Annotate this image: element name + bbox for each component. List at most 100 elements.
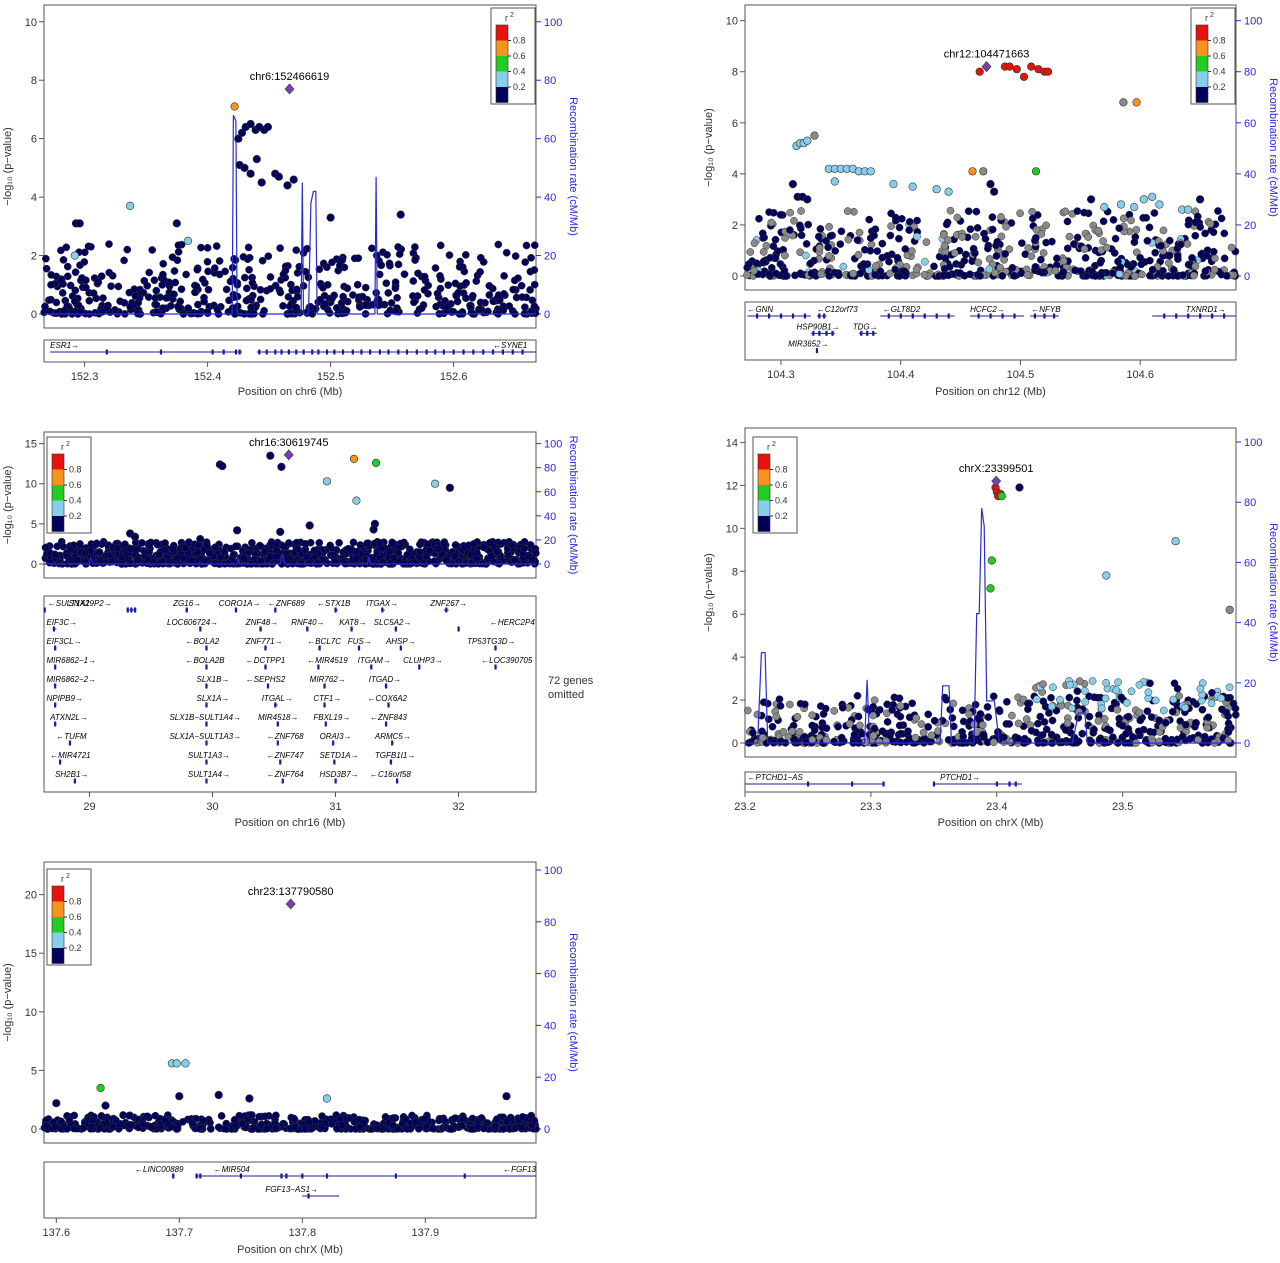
snp-point — [144, 293, 153, 301]
snp-point — [458, 1121, 466, 1130]
gene-label: ←HERC2P4 — [490, 618, 535, 627]
gene-label: ←DCTPP1 — [246, 656, 286, 665]
snp-point — [94, 278, 103, 287]
gene-exon — [384, 683, 388, 689]
ld-legend-swatch — [52, 500, 64, 516]
snp-point — [381, 1113, 390, 1121]
ld-legend-swatch — [758, 469, 770, 485]
snp-point — [1038, 731, 1047, 739]
snp-point — [968, 257, 976, 266]
ld-legend-swatch — [758, 454, 770, 470]
y-tick-label: 8 — [31, 75, 37, 87]
gene-exon — [452, 349, 455, 355]
ld-legend-swatch-frame — [51, 885, 65, 964]
gene-label: FGF13−AS1→ — [265, 1185, 318, 1194]
snp-point — [893, 253, 902, 262]
gene-label: LOC606724→ — [167, 618, 218, 627]
lead-snp-label: chr16:30619745 — [249, 437, 329, 449]
snp-point — [293, 545, 302, 553]
gene-exon — [274, 607, 277, 613]
gene-label: ARMC5→ — [374, 732, 411, 741]
snp-point — [1008, 711, 1016, 720]
x-tick-label: 137.7 — [166, 1227, 194, 1239]
snp-point — [323, 263, 331, 272]
gene-exon — [899, 313, 902, 319]
ld-legend-swatch — [52, 886, 64, 902]
snp-point — [414, 269, 422, 278]
gene-exon — [1223, 313, 1226, 319]
snp-point — [1146, 271, 1154, 280]
snp-point — [266, 284, 275, 293]
snp-point — [408, 1111, 416, 1120]
snp-point — [445, 251, 454, 259]
snp-point — [1136, 253, 1144, 262]
snp-point-red — [1005, 62, 1014, 71]
snp-point — [388, 539, 397, 548]
snp-point — [844, 235, 853, 244]
gene-exon — [205, 683, 208, 689]
snp-point — [435, 1116, 443, 1125]
snp-point — [767, 218, 776, 227]
snp-point — [257, 1121, 266, 1130]
gene-exon — [307, 1193, 310, 1199]
snp-point — [944, 271, 953, 280]
gene-label: ORAI3→ — [320, 732, 352, 741]
ld-legend-swatch-frame — [51, 453, 65, 532]
gene-exon — [368, 349, 372, 355]
y2-tick-label: 80 — [544, 463, 556, 475]
snp-point — [97, 272, 106, 281]
gene-exon — [325, 349, 329, 355]
snp-point — [871, 271, 880, 279]
snp-point — [181, 544, 190, 552]
ld-legend: r 2 0.8 0.6 0.4 0.2 — [752, 436, 798, 534]
x-tick-label: 30 — [206, 801, 218, 813]
snp-point — [825, 252, 833, 260]
gene-exon — [43, 607, 46, 613]
gene-exon — [259, 626, 262, 632]
snp-point-navy — [326, 213, 335, 222]
snp-point — [763, 699, 772, 708]
gene-exon — [234, 607, 238, 613]
snp-point — [231, 542, 240, 551]
snp-point — [1096, 259, 1105, 267]
lead-snp-marker — [283, 449, 294, 461]
snp-point — [1164, 272, 1173, 280]
snp-point — [156, 1123, 165, 1132]
gene-exon — [415, 349, 418, 355]
gene-exon — [1175, 313, 1178, 319]
gene-label: HCFC2→ — [970, 305, 1005, 314]
ld-legend: r 2 0.8 0.6 0.4 0.2 — [490, 7, 536, 105]
snp-point — [1080, 245, 1089, 253]
snp-point-orange — [230, 102, 239, 111]
y-tick-label: 0 — [31, 1124, 37, 1136]
gene-exon — [370, 664, 373, 670]
snp-point — [1067, 704, 1076, 713]
ld-legend-swatch — [52, 948, 64, 964]
snp-point — [1134, 727, 1143, 736]
snp-point — [971, 700, 980, 709]
snp-point — [354, 254, 363, 263]
recombination-line — [745, 508, 1236, 744]
snp-point — [1114, 257, 1122, 266]
snp-point — [139, 1120, 148, 1129]
gene-label: HSP90B1→ — [796, 322, 839, 331]
gene-exon — [806, 781, 810, 787]
gene-exon — [866, 330, 869, 336]
recombination-line — [44, 115, 536, 315]
snp-point — [248, 1111, 256, 1119]
snp-point — [150, 276, 159, 285]
snp-point — [194, 300, 202, 309]
snp-point — [401, 1115, 410, 1123]
gene-exon — [399, 645, 402, 651]
snp-point — [1150, 209, 1159, 217]
snp-point — [51, 1122, 59, 1131]
snp-point — [233, 302, 242, 311]
snp-point — [806, 259, 815, 268]
gene-exon — [1008, 781, 1011, 787]
gene-label: NPIPB9→ — [46, 694, 82, 703]
snp-point — [949, 699, 958, 708]
snp-point — [1005, 720, 1014, 728]
snp-point — [336, 1114, 345, 1123]
snp-point — [410, 298, 418, 307]
snp-point — [81, 549, 90, 557]
